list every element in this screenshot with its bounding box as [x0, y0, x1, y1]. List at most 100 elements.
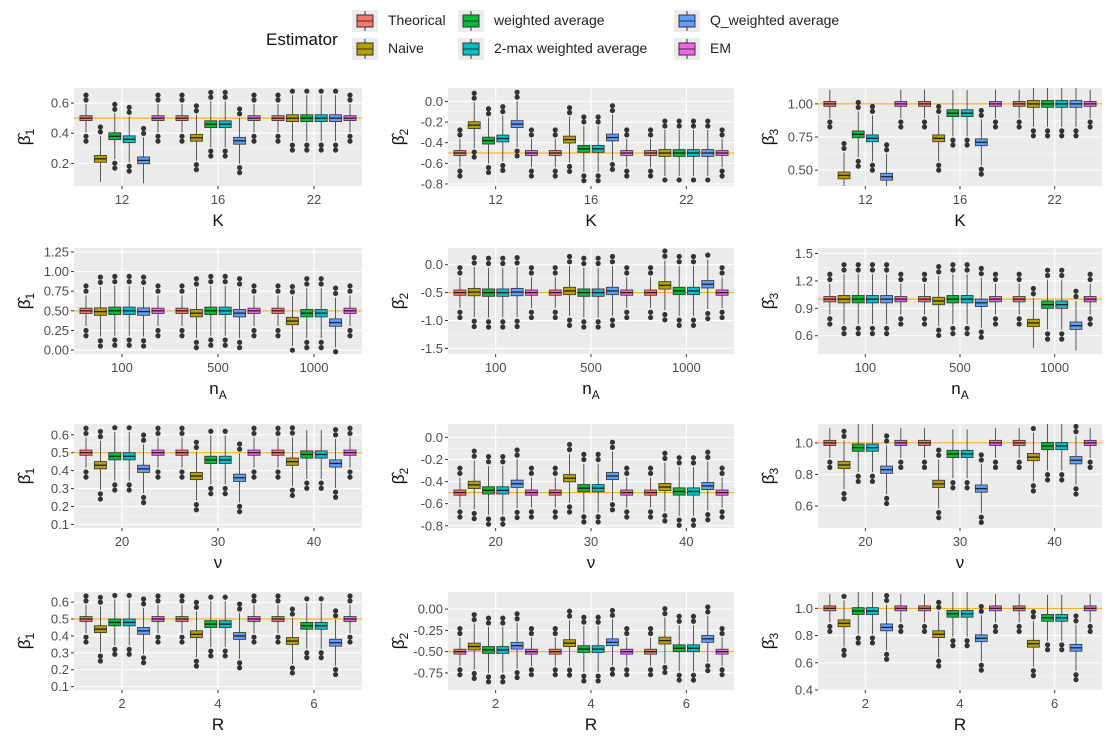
outlier-point — [514, 323, 520, 330]
y-tick-label: 0.0 — [425, 257, 443, 272]
outlier-point — [347, 430, 353, 437]
outlier-point — [500, 108, 506, 115]
chart-panel: 0.1 0.2 0.3 0.40.5 0.6 2 4 6 Rβ̂1 — [15, 592, 362, 734]
outlier-point — [97, 594, 103, 600]
x-axis-title: K — [585, 211, 597, 230]
outlier-point — [662, 253, 668, 259]
outlier-point — [978, 457, 984, 463]
outlier-point — [647, 630, 654, 637]
outlier-point — [155, 474, 161, 480]
outlier-point — [528, 509, 535, 515]
outlier-point — [978, 452, 984, 458]
outlier-point — [126, 168, 132, 174]
y-tick-label: 0.00 — [418, 602, 443, 617]
outlier-point — [83, 469, 89, 475]
outlier-point — [333, 671, 339, 678]
x-axis-title: ν — [587, 553, 596, 572]
outlier-point — [83, 598, 89, 604]
outlier-point — [289, 606, 295, 612]
outlier-point — [950, 638, 956, 644]
outlier-point — [485, 459, 492, 465]
outlier-point — [275, 430, 281, 437]
outlier-point — [471, 149, 477, 155]
outlier-point — [855, 331, 861, 337]
outlier-point — [457, 265, 463, 271]
outlier-point — [1030, 128, 1036, 134]
outlier-point — [222, 594, 228, 600]
outlier-point — [676, 618, 682, 624]
outlier-point — [304, 142, 310, 148]
outlier-point — [514, 514, 520, 521]
outlier-point — [126, 342, 132, 348]
outlier-point — [275, 639, 281, 645]
outlier-point — [155, 430, 161, 437]
outlier-point — [112, 592, 118, 599]
outlier-point — [126, 163, 132, 169]
outlier-point — [978, 265, 984, 271]
outlier-point — [155, 327, 161, 334]
outlier-point — [676, 517, 682, 523]
outlier-point — [869, 478, 876, 485]
outlier-point — [289, 88, 295, 94]
outlier-point — [719, 626, 725, 632]
outlier-point — [855, 473, 861, 479]
outlier-point — [624, 270, 630, 276]
outlier-point — [676, 460, 682, 466]
outlier-point — [347, 92, 353, 98]
x-axis-title: R — [954, 715, 966, 734]
outlier-point — [595, 614, 601, 620]
outlier-point — [566, 168, 573, 175]
outlier-point — [921, 459, 928, 465]
outlier-point — [275, 634, 281, 640]
outlier-point — [705, 310, 711, 317]
outlier-point — [457, 470, 463, 476]
x-tick-label: 4 — [587, 696, 594, 711]
outlier-point — [514, 318, 520, 324]
outlier-point — [251, 288, 257, 294]
y-axis-title: β̂2 — [389, 467, 411, 484]
outlier-point — [97, 279, 103, 286]
outlier-point — [208, 648, 214, 654]
outlier-point — [855, 640, 861, 646]
outlier-point — [141, 500, 147, 506]
outlier-point — [1073, 672, 1079, 678]
outlier-point — [690, 672, 697, 678]
outlier-point — [841, 433, 847, 439]
outlier-point — [141, 437, 147, 443]
outlier-point — [112, 482, 118, 488]
outlier-point — [662, 311, 668, 318]
outlier-point — [179, 593, 185, 599]
outlier-point — [609, 612, 616, 618]
outlier-point — [978, 112, 984, 118]
outlier-point — [528, 514, 535, 520]
outlier-point — [514, 611, 520, 617]
outlier-point — [318, 147, 324, 153]
outlier-point — [83, 327, 89, 334]
outlier-point — [1059, 477, 1065, 483]
outlier-point — [251, 333, 257, 339]
outlier-point — [289, 492, 295, 499]
outlier-point — [1016, 464, 1022, 470]
outlier-point — [1030, 614, 1036, 620]
outlier-point — [237, 339, 243, 345]
outlier-point — [485, 453, 492, 460]
outlier-point — [318, 339, 324, 345]
outlier-point — [318, 650, 324, 656]
outlier-point — [705, 123, 711, 129]
outlier-point — [275, 425, 281, 431]
outlier-point — [1059, 331, 1065, 337]
outlier-point — [514, 670, 520, 676]
outlier-point — [869, 167, 876, 173]
outlier-point — [457, 630, 463, 637]
outlier-point — [552, 270, 558, 276]
outlier-point — [112, 273, 118, 279]
outlier-point — [237, 660, 243, 666]
outlier-point — [609, 607, 616, 614]
outlier-point — [208, 594, 214, 600]
outlier-point — [827, 321, 833, 327]
outlier-point — [841, 428, 847, 434]
outlier-point — [126, 337, 132, 343]
outlier-point — [289, 665, 295, 671]
outlier-point — [552, 667, 558, 673]
